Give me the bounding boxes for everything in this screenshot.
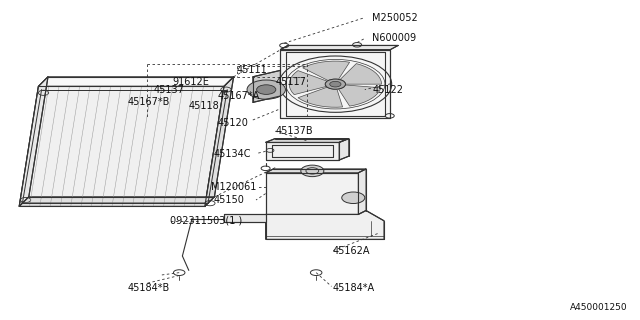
Polygon shape [280,45,398,50]
Polygon shape [19,77,48,206]
Text: N600009: N600009 [372,33,417,44]
Text: 45150: 45150 [213,195,244,205]
Text: 45184*A: 45184*A [333,283,375,293]
Text: 45118: 45118 [189,101,220,111]
Polygon shape [266,173,358,214]
Text: 45120: 45120 [218,118,248,128]
Text: M250052: M250052 [372,12,418,23]
Text: 45184*B: 45184*B [128,283,170,293]
Text: 45167*B: 45167*B [128,97,170,108]
Polygon shape [253,70,280,102]
Text: 45167*A: 45167*A [218,91,260,101]
Circle shape [325,79,346,89]
Polygon shape [19,197,214,206]
Circle shape [330,81,341,87]
Text: 91612E: 91612E [173,76,210,87]
Polygon shape [205,77,234,206]
Polygon shape [340,64,381,84]
Text: 45111: 45111 [237,65,268,76]
Polygon shape [303,61,349,81]
Polygon shape [266,142,339,160]
Text: 45134C: 45134C [213,148,251,159]
Text: A450001250: A450001250 [570,303,627,312]
Polygon shape [266,169,366,173]
Text: 45137: 45137 [154,84,184,95]
Text: 45122: 45122 [372,84,403,95]
Polygon shape [358,169,366,214]
Polygon shape [298,87,342,107]
Polygon shape [266,139,349,142]
Text: 45137B: 45137B [275,126,313,136]
Polygon shape [224,214,266,222]
Circle shape [301,165,324,177]
Text: M120061: M120061 [211,182,257,192]
Text: 45117: 45117 [275,76,306,87]
Polygon shape [339,139,349,160]
Text: 092311503(1 ): 092311503(1 ) [170,216,242,226]
Polygon shape [289,71,327,95]
Polygon shape [266,211,384,239]
Circle shape [247,80,285,99]
Circle shape [257,85,276,94]
Polygon shape [38,77,234,86]
Text: 45162A: 45162A [333,246,371,256]
Circle shape [342,192,365,204]
Polygon shape [280,50,390,118]
Polygon shape [339,85,381,106]
Polygon shape [19,86,224,206]
